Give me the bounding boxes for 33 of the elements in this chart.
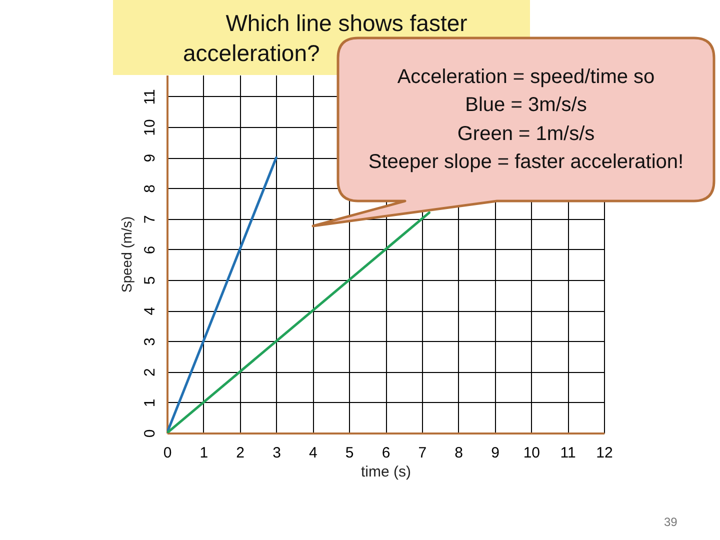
y-tick-label: 7: [142, 215, 158, 224]
x-tick-label: 7: [418, 444, 427, 462]
y-axis-title: Speed (m/s): [118, 216, 134, 293]
x-tick-label: 5: [345, 444, 354, 462]
y-tick-label: 9: [142, 154, 158, 162]
y-tick-label: 6: [142, 246, 158, 254]
y-tick-label: 5: [142, 276, 158, 285]
x-tick-label: 0: [163, 444, 172, 462]
y-tick-label: 11: [142, 89, 158, 105]
x-tick-label: 6: [382, 444, 390, 462]
x-tick-label: 9: [491, 444, 500, 462]
annotation: Green = 1m/s/s: [457, 122, 595, 146]
annotation: Acceleration = speed/time so: [397, 64, 655, 90]
x-tick-label: 11: [560, 444, 576, 462]
x-tick-label: 3: [272, 444, 281, 462]
annotation: Blue = 3m/s/s: [465, 93, 587, 118]
y-tick-label: 10: [142, 119, 158, 136]
text: 39: [664, 515, 678, 529]
x-tick-label: 12: [596, 444, 613, 462]
y-tick-label: 0: [142, 429, 158, 438]
y-tick-label: 3: [142, 338, 158, 346]
x-tick-label: 4: [308, 444, 318, 462]
y-tick-label: 1: [142, 398, 158, 408]
x-axis-title: time (s): [361, 464, 411, 480]
chart-title: Which line shows faster acceleration?: [183, 10, 468, 66]
annotation: Steeper slope = faster acceleration!: [368, 150, 684, 175]
x-tick-label: 1: [200, 444, 208, 462]
y-tick-label: 4: [142, 306, 158, 316]
x-tick-label: 2: [236, 444, 245, 462]
x-tick-label: 8: [454, 444, 464, 462]
x-tick-label: 10: [523, 444, 540, 462]
y-tick-label: 2: [142, 368, 158, 376]
y-tick-label: 8: [142, 184, 158, 193]
